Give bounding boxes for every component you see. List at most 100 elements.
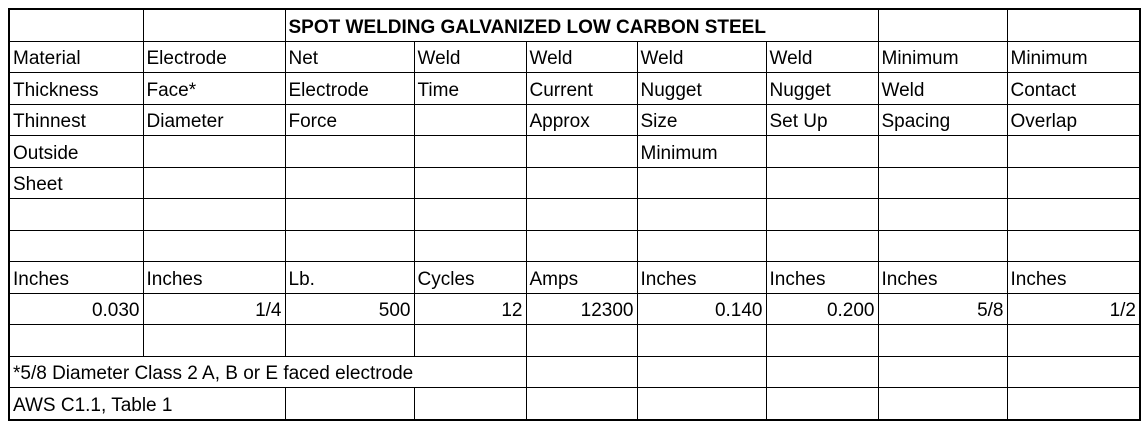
header-cell: Approx [525,103,638,136]
empty-cell [142,324,286,357]
empty-cell [877,198,1008,231]
unit-cell: Lb. [284,261,415,294]
header-cell [636,166,767,199]
value-cell: 12 [413,292,527,325]
header-cell: Size [636,103,767,136]
empty-cell [877,355,1008,388]
value-cell: 1/2 [1006,292,1141,325]
header-cell: Sheet [8,166,144,199]
blank-row [8,198,1141,231]
header-cell: Current [525,72,638,105]
header-cell: Electrode [142,40,286,73]
empty-cell [142,229,286,262]
empty-cell [1006,198,1141,231]
header-cell: Minimum [636,135,767,168]
header-cell [1006,166,1141,199]
header-cell: Weld [525,40,638,73]
header-cell: Nugget [636,72,767,105]
footnote-row: *5/8 Diameter Class 2 A, B or E faced el… [8,355,1141,388]
header-cell: Material [8,40,144,73]
unit-cell: Inches [142,261,286,294]
header-row: Thinnest Diameter Force Approx Size Set Up Spa… [8,103,1141,136]
unit-cell: Inches [877,261,1008,294]
empty-cell [877,324,1008,357]
header-cell: Spacing [877,103,1008,136]
header-row: Material Electrode Net Weld Weld Weld Weld Mini… [8,40,1141,73]
header-row: Sheet [8,166,1141,199]
header-cell [877,166,1008,199]
empty-cell [8,229,144,262]
header-cell: Electrode [284,72,415,105]
header-cell [765,166,879,199]
source-row: AWS C1.1, Table 1 [8,387,1141,421]
spot-welding-table: SPOT WELDING GALVANIZED LOW CARBON STEEL… [8,8,1141,421]
header-cell: Weld [413,40,527,73]
header-cell: Time [413,72,527,105]
header-cell [877,135,1008,168]
value-cell: 5/8 [877,292,1008,325]
empty-cell [8,8,144,42]
header-cell [284,166,415,199]
empty-cell [1006,387,1141,421]
header-cell [142,166,286,199]
unit-cell: Amps [525,261,638,294]
header-cell: Contact [1006,72,1141,105]
value-cell: 12300 [525,292,638,325]
header-cell [765,135,879,168]
unit-cell: Cycles [413,261,527,294]
empty-cell [525,229,638,262]
empty-cell [1006,324,1141,357]
empty-cell [636,387,767,421]
header-cell: Diameter [142,103,286,136]
empty-cell [525,387,638,421]
value-cell: 500 [284,292,415,325]
empty-cell [525,324,638,357]
unit-cell: Inches [1006,261,1141,294]
unit-cell: Inches [8,261,144,294]
header-cell: Weld [765,40,879,73]
header-row: Outside Minimum [8,135,1141,168]
empty-cell [765,355,879,388]
header-cell: Nugget [765,72,879,105]
empty-cell [8,324,144,357]
header-cell: Set Up [765,103,879,136]
header-cell: Net [284,40,415,73]
header-cell: Overlap [1006,103,1141,136]
header-cell: Force [284,103,415,136]
value-cell: 0.200 [765,292,879,325]
footnote: *5/8 Diameter Class 2 A, B or E faced el… [8,355,527,388]
units-row: Inches Inches Lb. Cycles Amps Inches Inches Inc… [8,261,1141,294]
header-cell: Outside [8,135,144,168]
empty-cell [284,387,415,421]
empty-cell [8,198,144,231]
blank-row [8,324,1141,357]
title-row: SPOT WELDING GALVANIZED LOW CARBON STEEL [8,8,1141,42]
empty-cell [413,229,527,262]
table-title: SPOT WELDING GALVANIZED LOW CARBON STEEL [284,8,879,42]
values-row: 0.030 1/4 500 12 12300 0.140 0.200 5/8 1/2 [8,292,1141,325]
header-cell: Minimum [877,40,1008,73]
empty-cell [284,229,415,262]
header-cell: Thickness [8,72,144,105]
empty-cell [636,355,767,388]
empty-cell [142,8,286,42]
empty-cell [142,198,286,231]
header-row: Thickness Face* Electrode Time Current Nugget… [8,72,1141,105]
unit-cell: Inches [765,261,879,294]
empty-cell [525,198,638,231]
unit-cell: Inches [636,261,767,294]
empty-cell [877,8,1008,42]
header-cell [413,103,527,136]
header-cell: Minimum [1006,40,1141,73]
empty-cell [1006,229,1141,262]
empty-cell [765,198,879,231]
empty-cell [284,324,415,357]
value-cell: 0.140 [636,292,767,325]
empty-cell [636,198,767,231]
empty-cell [284,198,415,231]
empty-cell [413,324,527,357]
header-cell: Weld [636,40,767,73]
header-cell [284,135,415,168]
header-cell [413,166,527,199]
value-cell: 0.030 [8,292,144,325]
